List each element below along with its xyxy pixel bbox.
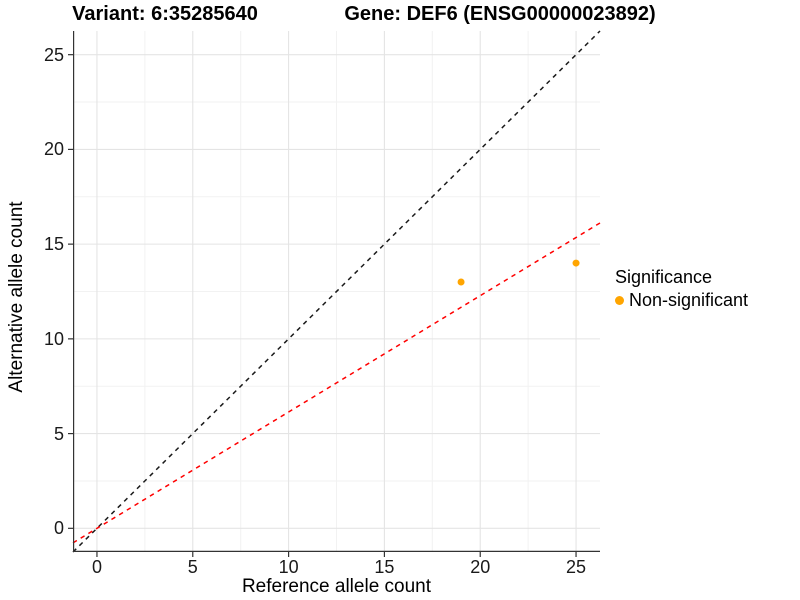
- x-tick-label: 15: [374, 557, 395, 577]
- legend-title: Significance: [615, 267, 713, 287]
- scatter-plot-canvas: [68, 30, 601, 557]
- variant-title: Variant: 6:35285640: [72, 3, 258, 25]
- fit-line: [72, 222, 601, 544]
- y-tick-label: 25: [43, 44, 64, 65]
- y-tick-label: 10: [43, 328, 64, 349]
- y-tick-label: 5: [53, 423, 64, 444]
- x-tick-label: 0: [91, 557, 102, 577]
- identity-line: [72, 30, 601, 553]
- legend-item-non-significant: Non-significant: [615, 290, 748, 310]
- data-point: [457, 278, 465, 286]
- x-tick-label: 10: [278, 557, 299, 577]
- y-tick-label: 20: [43, 139, 64, 160]
- gene-title: Gene: DEF6 (ENSG00000023892): [344, 3, 656, 25]
- x-tick-label: 20: [470, 557, 491, 577]
- x-tick-label: 25: [566, 557, 587, 577]
- legend-item-label: Non-significant: [629, 290, 749, 310]
- y-tick-label: 15: [43, 234, 64, 255]
- data-point: [572, 259, 580, 267]
- y-tick-label: 0: [53, 518, 64, 539]
- plot-panel: [68, 30, 601, 557]
- y-axis-title: Alternative allele count: [6, 201, 27, 393]
- x-axis-title: Reference allele count: [241, 576, 432, 597]
- x-tick-label: 5: [187, 557, 198, 577]
- legend: Significance Non-significant: [615, 267, 748, 310]
- legend-point-icon: [615, 295, 624, 305]
